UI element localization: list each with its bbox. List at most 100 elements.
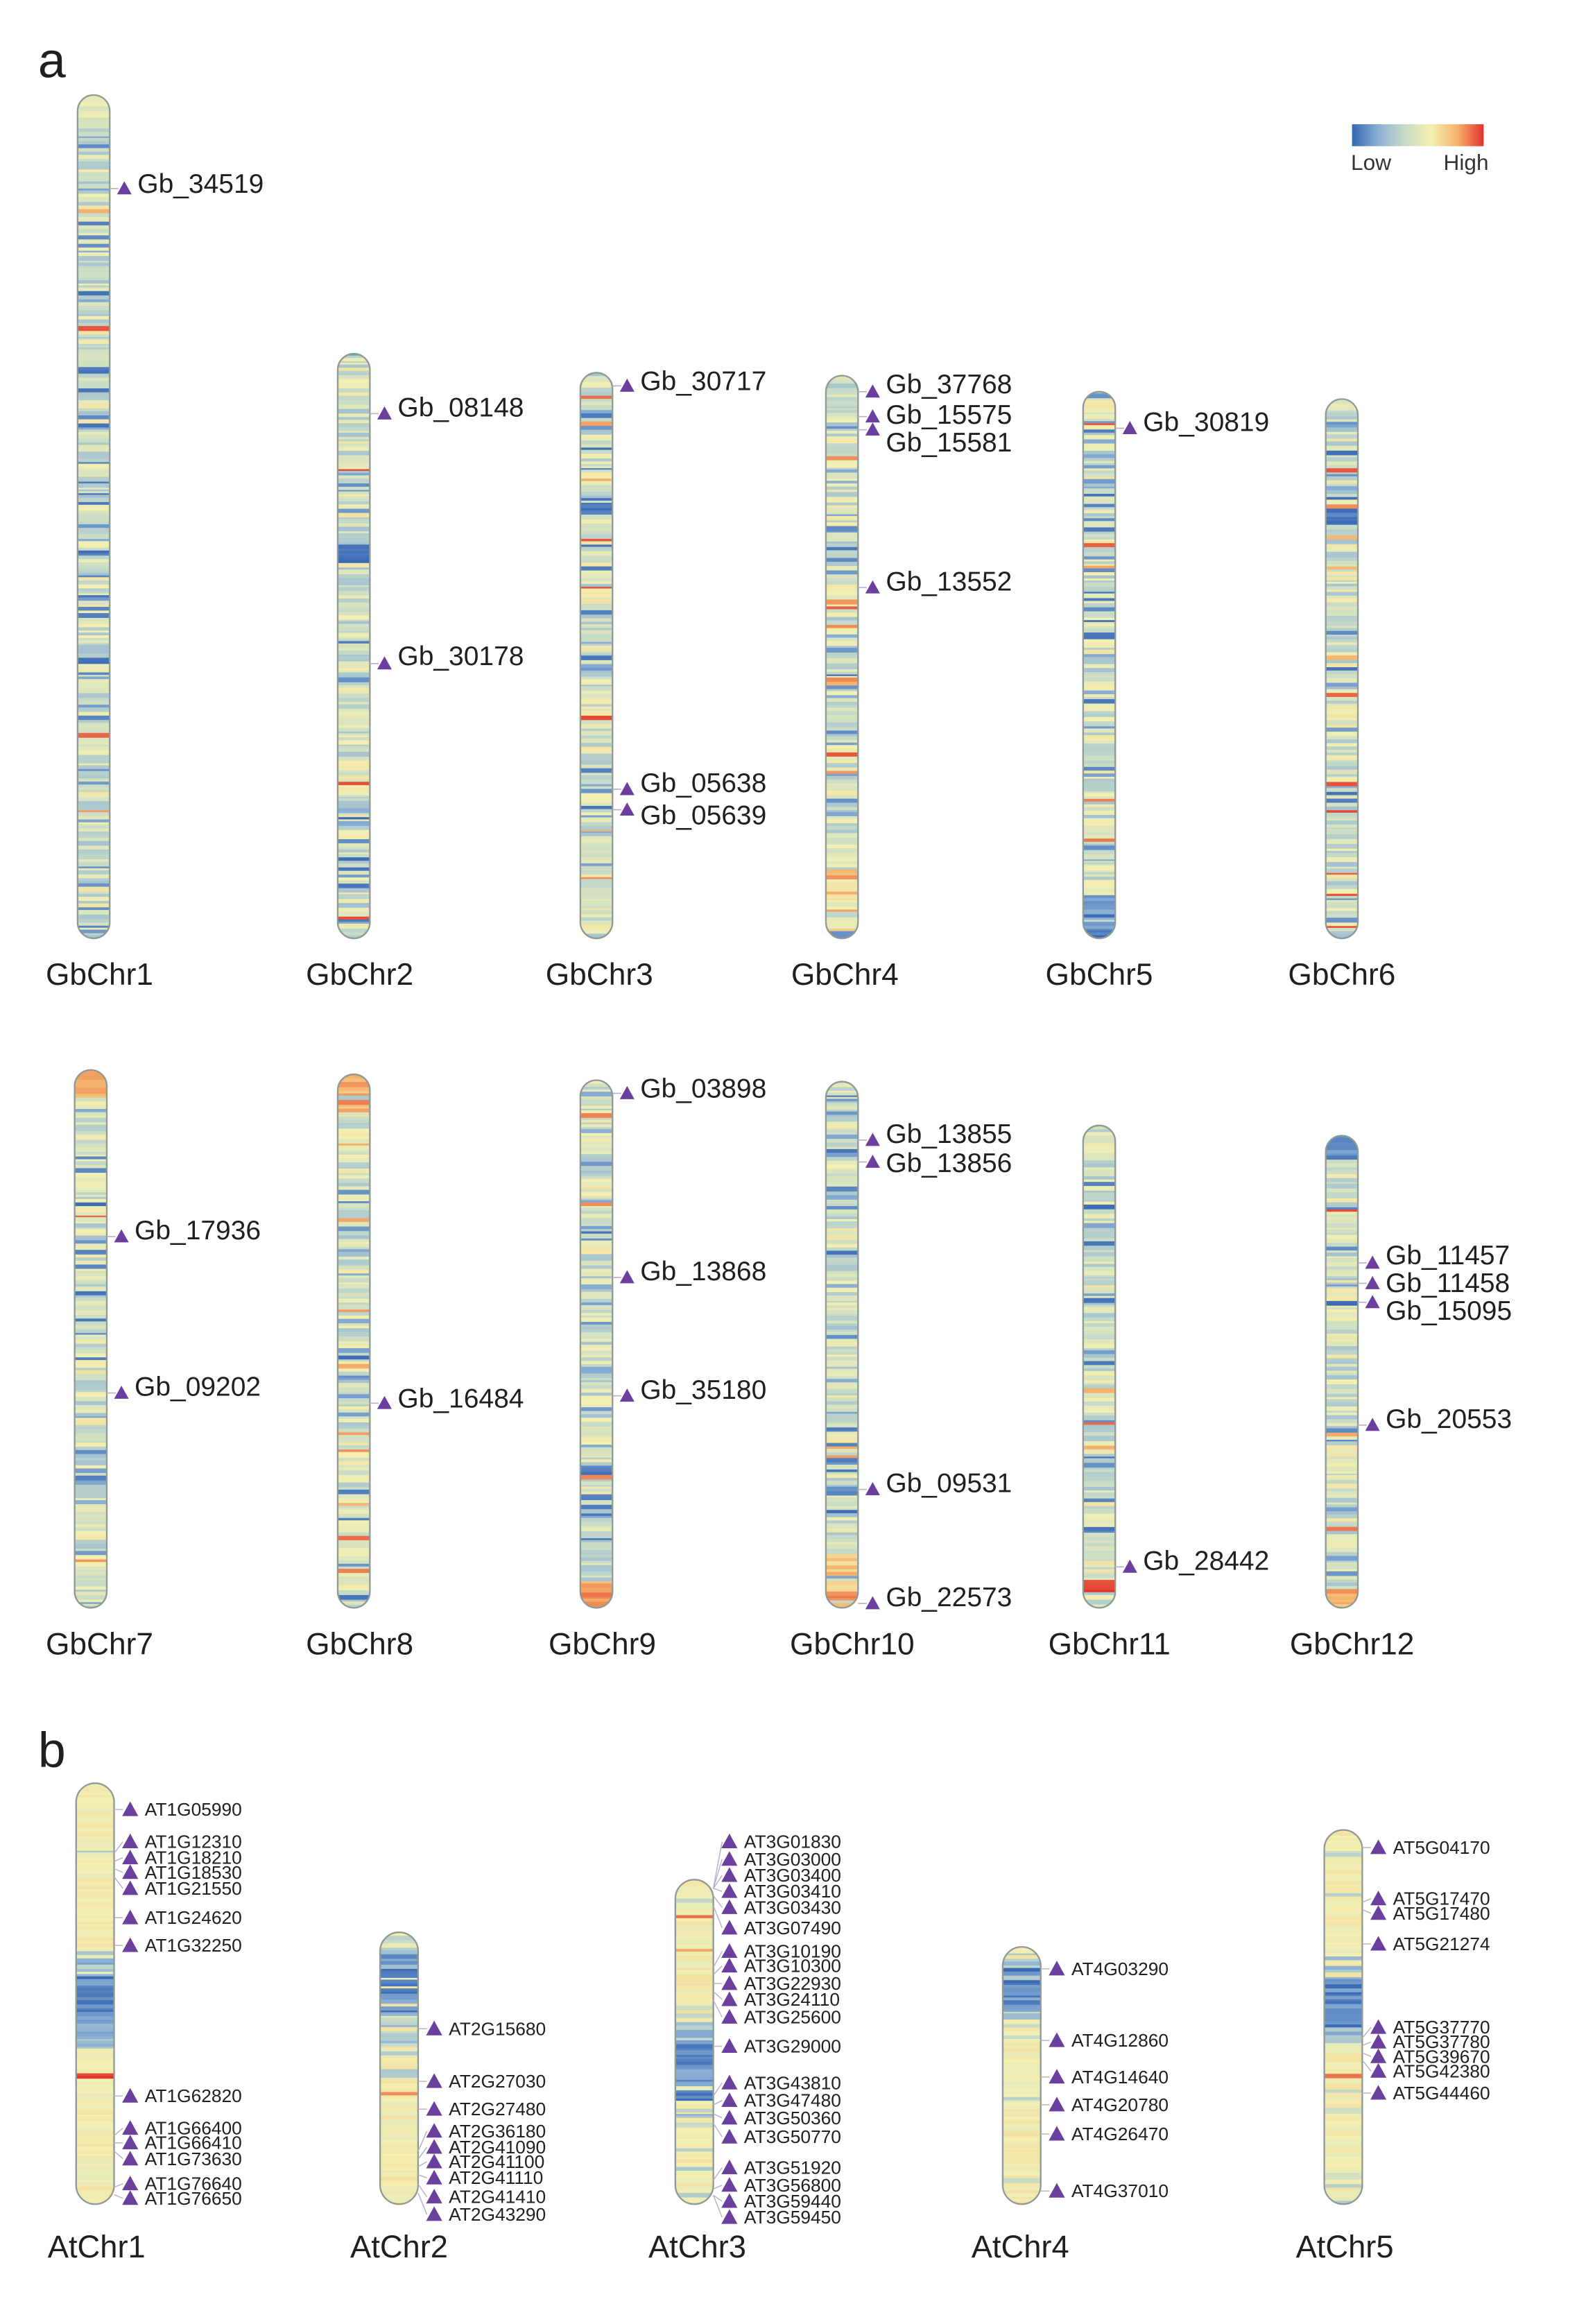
density-band <box>580 1540 613 1543</box>
density-band <box>1325 827 1359 830</box>
density-band <box>675 1902 714 1905</box>
density-band <box>76 1852 114 1857</box>
density-band <box>1325 1250 1359 1253</box>
density-band <box>1083 1540 1116 1544</box>
density-band <box>825 526 859 532</box>
density-band <box>1324 1960 1363 1965</box>
density-band <box>1083 1365 1116 1369</box>
density-band <box>1324 1907 1363 1911</box>
density-band <box>675 2173 714 2178</box>
density-band <box>337 1590 370 1596</box>
gene-label: AT1G73630 <box>145 2149 242 2169</box>
density-band <box>77 471 110 474</box>
density-band <box>1324 1963 1363 1967</box>
density-band <box>77 319 110 324</box>
density-band <box>337 1560 370 1565</box>
density-band <box>74 1137 107 1141</box>
density-band <box>580 1318 613 1323</box>
density-band <box>337 733 370 737</box>
chromosome-label: GbChr11 <box>1049 1627 1171 1661</box>
density-band <box>825 1510 859 1514</box>
gene-label: Gb_03898 <box>640 1074 766 1104</box>
gene-label: AT3G22930 <box>744 1973 841 1994</box>
density-band <box>74 1286 107 1292</box>
density-band <box>825 705 859 709</box>
density-band <box>1325 645 1359 650</box>
density-band <box>825 1535 859 1540</box>
density-band <box>337 1263 370 1266</box>
density-band <box>77 835 110 838</box>
density-band <box>580 1490 613 1493</box>
density-band <box>580 1182 613 1187</box>
density-band <box>1324 1940 1363 1944</box>
density-band <box>825 714 859 721</box>
density-band <box>825 861 859 866</box>
density-band <box>337 638 370 642</box>
density-band <box>337 439 370 442</box>
density-band <box>675 2092 714 2097</box>
density-band <box>580 1538 613 1541</box>
density-band <box>77 744 110 747</box>
density-band <box>337 651 370 655</box>
density-band <box>337 875 370 878</box>
density-band <box>77 880 110 884</box>
density-band <box>337 1497 370 1502</box>
density-band <box>1083 834 1116 839</box>
density-band <box>337 1563 370 1567</box>
density-band <box>337 677 370 683</box>
density-band <box>1083 1436 1116 1440</box>
density-band <box>825 875 859 880</box>
chromosome-label: GbChr1 <box>46 958 153 992</box>
density-band <box>1083 850 1116 855</box>
density-band <box>825 502 859 506</box>
density-band <box>825 481 859 484</box>
density-band <box>1324 2140 1363 2146</box>
density-band <box>580 892 613 896</box>
density-band <box>825 497 859 501</box>
density-band <box>77 462 110 465</box>
density-band <box>1002 2106 1041 2110</box>
density-band <box>337 399 370 406</box>
density-band <box>1002 2008 1041 2013</box>
density-band <box>380 2012 418 2017</box>
density-band <box>1083 1592 1116 1596</box>
density-band <box>1325 1339 1359 1343</box>
density-band <box>74 1559 107 1563</box>
density-band <box>1325 1361 1359 1365</box>
density-band <box>74 1433 107 1436</box>
density-band <box>1002 2060 1041 2063</box>
density-band <box>675 2138 714 2144</box>
gene-marker-triangle-icon <box>377 1395 392 1409</box>
density-band <box>675 1972 714 1975</box>
density-band <box>1324 2201 1363 2205</box>
density-band <box>1325 700 1359 705</box>
density-band <box>337 1418 370 1423</box>
density-band <box>580 483 613 486</box>
density-band <box>580 472 613 475</box>
density-band <box>1083 479 1116 484</box>
density-band <box>77 866 110 869</box>
density-band <box>1325 1142 1359 1146</box>
density-band <box>1083 1344 1116 1350</box>
density-band <box>337 817 370 820</box>
density-band <box>380 2025 418 2028</box>
density-band <box>580 1341 613 1345</box>
density-band <box>74 1143 107 1148</box>
density-band <box>580 399 613 402</box>
density-band <box>1002 2090 1041 2093</box>
density-band <box>337 1249 370 1253</box>
density-band <box>380 1959 418 1962</box>
density-band <box>1324 2082 1363 2086</box>
density-band <box>825 1142 859 1148</box>
density-band <box>1325 484 1359 487</box>
density-band <box>380 2153 418 2157</box>
density-band <box>1325 791 1359 796</box>
density-band <box>74 1189 107 1193</box>
density-band <box>580 1315 613 1318</box>
density-band <box>337 1566 370 1569</box>
density-band <box>1325 776 1359 779</box>
density-band <box>580 1096 613 1101</box>
density-band <box>580 1122 613 1125</box>
density-band <box>77 893 110 897</box>
density-band <box>76 2076 114 2080</box>
